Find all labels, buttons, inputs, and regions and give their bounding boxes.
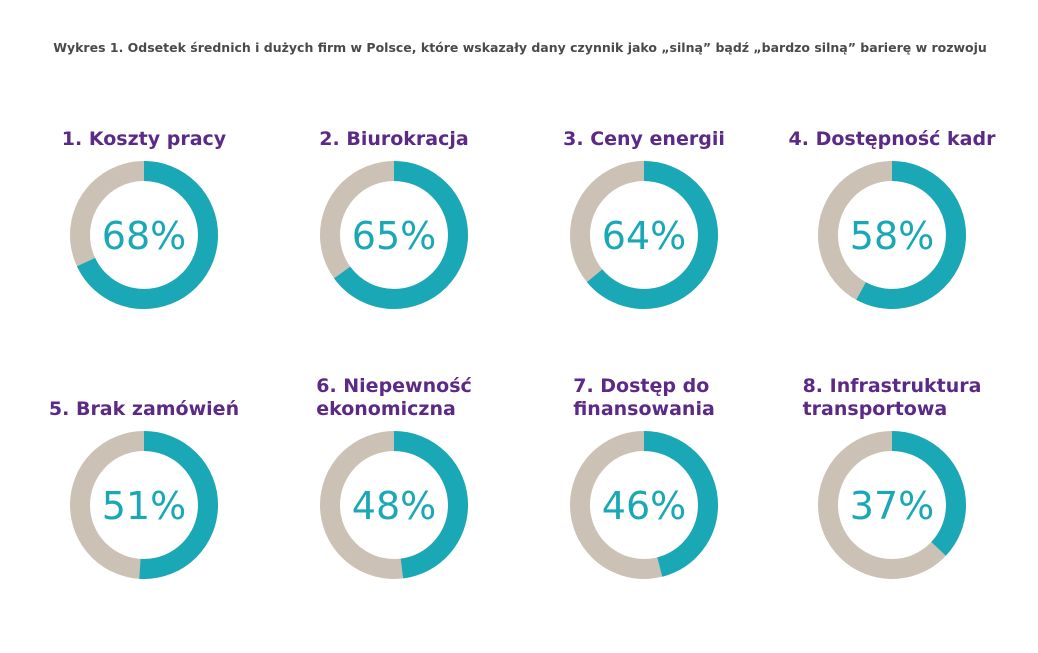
donut-label: 5. Brak zamówień <box>48 398 240 421</box>
donut-value-arc <box>70 431 218 579</box>
donut-value-arc <box>818 431 966 579</box>
donut-chart: 46% <box>570 431 718 579</box>
donut-chart: 68% <box>70 161 218 309</box>
donut-item: 7. Dostęp do finansowania 46% <box>534 362 754 592</box>
donut-chart: 58% <box>818 161 966 309</box>
donut-value-label: 65% <box>352 214 436 258</box>
donut-chart: 48% <box>320 431 468 579</box>
chart-title: Wykres 1. Odsetek średnich i dużych firm… <box>53 40 987 55</box>
donut-item: 5. Brak zamówień 51% <box>34 362 254 592</box>
donut-value-arc <box>570 161 718 309</box>
donut-label-container: 7. Dostęp do finansowania <box>534 362 754 422</box>
donut-label: 2. Biurokracja <box>319 128 469 151</box>
donut-value-arc <box>320 431 468 579</box>
donut-item: 8. Infrastruktura transportowa 37% <box>782 362 1002 592</box>
donut-item: 1. Koszty pracy 68% <box>34 92 254 322</box>
donut-value-label: 64% <box>602 214 686 258</box>
donut-value-arc <box>818 161 966 309</box>
donut-label: 7. Dostęp do finansowania <box>573 374 715 421</box>
donut-value-label: 68% <box>102 214 186 258</box>
donut-label: 6. Niepewność ekonomiczna <box>316 374 472 421</box>
donut-value-arc <box>70 161 218 309</box>
donut-label: 1. Koszty pracy <box>61 128 227 151</box>
donut-chart: 51% <box>70 431 218 579</box>
donut-value-label: 51% <box>102 484 186 528</box>
donut-item: 3. Ceny energii 64% <box>534 92 754 322</box>
donut-label-container: 8. Infrastruktura transportowa <box>782 362 1002 422</box>
donut-item: 2. Biurokracja 65% <box>284 92 504 322</box>
donut-value-arc <box>570 431 718 579</box>
donut-value-label: 58% <box>850 214 934 258</box>
donut-label-container: 5. Brak zamówień <box>34 362 254 422</box>
donut-label-container: 4. Dostępność kadr <box>782 92 1002 152</box>
donut-label-container: 1. Koszty pracy <box>34 92 254 152</box>
donut-chart: 37% <box>818 431 966 579</box>
donut-label-container: 6. Niepewność ekonomiczna <box>284 362 504 422</box>
donut-label: 3. Ceny energii <box>563 128 725 151</box>
donut-chart: 64% <box>570 161 718 309</box>
donut-value-arc <box>320 161 468 309</box>
donut-chart: 65% <box>320 161 468 309</box>
donut-label-container: 3. Ceny energii <box>534 92 754 152</box>
donut-value-label: 48% <box>352 484 436 528</box>
donut-label: 8. Infrastruktura transportowa <box>802 374 982 421</box>
donut-label-container: 2. Biurokracja <box>284 92 504 152</box>
donut-item: 4. Dostępność kadr 58% <box>782 92 1002 322</box>
donut-value-label: 37% <box>850 484 934 528</box>
donut-item: 6. Niepewność ekonomiczna 48% <box>284 362 504 592</box>
donut-label: 4. Dostępność kadr <box>788 128 996 151</box>
donut-value-label: 46% <box>602 484 686 528</box>
